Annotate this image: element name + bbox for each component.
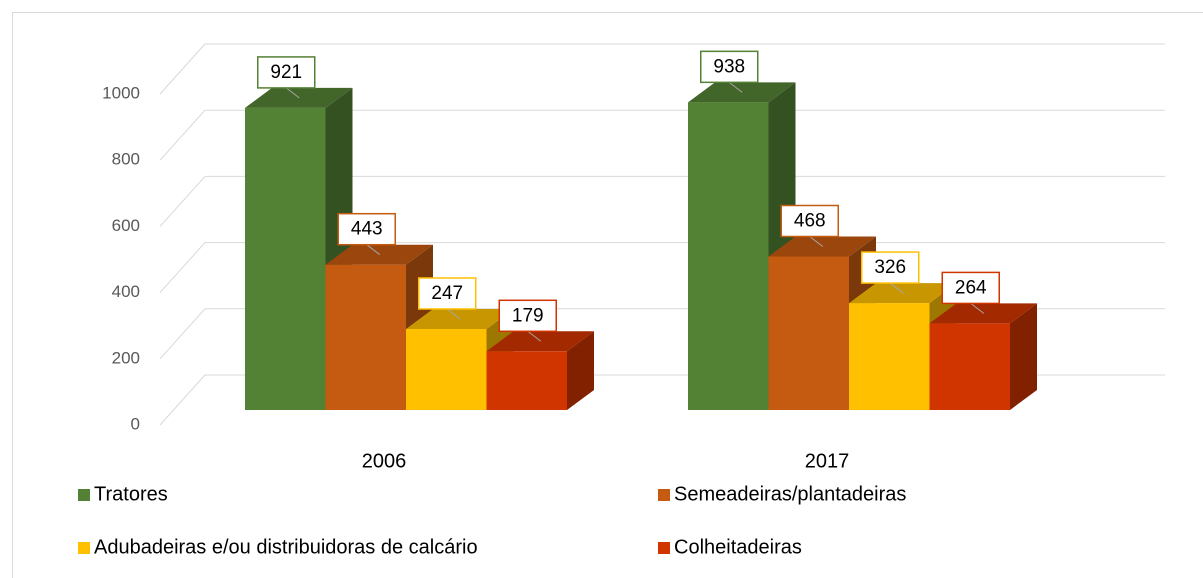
data-label: 326 bbox=[874, 257, 906, 278]
y-tick-label: 1000 bbox=[102, 83, 140, 102]
legend-swatch bbox=[658, 542, 670, 554]
data-label: 247 bbox=[431, 283, 463, 304]
x-tick-label: 2006 bbox=[362, 450, 407, 472]
legend-swatch bbox=[78, 489, 90, 501]
bar-side bbox=[1010, 303, 1037, 410]
grid-line-side bbox=[159, 242, 206, 293]
bar bbox=[325, 264, 406, 410]
grid-line-side bbox=[159, 109, 206, 161]
label-box bbox=[780, 204, 839, 238]
bar bbox=[768, 256, 849, 410]
label-box bbox=[941, 271, 1000, 305]
legend-swatch bbox=[78, 542, 90, 554]
label-box bbox=[861, 251, 920, 284]
grid-line-side bbox=[159, 308, 206, 360]
grid-line-side bbox=[159, 374, 206, 426]
bar bbox=[406, 328, 487, 410]
legend-label: Tratores bbox=[94, 483, 168, 505]
grid-line-side bbox=[159, 176, 206, 227]
grid-line-side bbox=[159, 43, 206, 95]
label-box bbox=[700, 50, 759, 84]
bar bbox=[688, 102, 769, 410]
label-box bbox=[498, 299, 557, 333]
label-leader bbox=[527, 330, 542, 342]
chart-frame bbox=[12, 12, 1203, 578]
label-leader bbox=[970, 303, 985, 314]
y-tick-label: 400 bbox=[112, 282, 140, 301]
data-label: 179 bbox=[512, 305, 544, 326]
x-tick-label: 2017 bbox=[805, 450, 850, 472]
label-box bbox=[418, 277, 477, 310]
label-leader bbox=[285, 87, 300, 99]
label-leader bbox=[446, 308, 461, 320]
bar bbox=[849, 303, 930, 410]
legend-label: Adubadeiras e/ou distribuidoras de calcá… bbox=[94, 536, 478, 558]
label-leader bbox=[809, 236, 824, 247]
data-label: 264 bbox=[955, 277, 987, 298]
data-label: 443 bbox=[351, 219, 383, 240]
data-label: 921 bbox=[270, 62, 302, 83]
y-tick-label: 0 bbox=[131, 414, 140, 433]
bar bbox=[245, 107, 326, 411]
y-tick-label: 200 bbox=[112, 348, 140, 367]
data-label: 938 bbox=[713, 56, 745, 77]
label-leader bbox=[366, 244, 381, 256]
bar bbox=[929, 323, 1010, 410]
bar-side bbox=[567, 331, 594, 410]
data-label: 468 bbox=[794, 211, 826, 232]
legend-label: Semeadeiras/plantadeiras bbox=[674, 483, 906, 505]
legend-label: Colheitadeiras bbox=[674, 536, 802, 558]
label-leader bbox=[889, 282, 904, 294]
bar bbox=[486, 351, 567, 410]
y-tick-label: 600 bbox=[112, 216, 140, 235]
label-box bbox=[337, 212, 396, 246]
label-leader bbox=[728, 81, 743, 93]
legend-swatch bbox=[658, 489, 670, 501]
label-box bbox=[257, 56, 316, 89]
y-tick-label: 800 bbox=[112, 150, 140, 169]
